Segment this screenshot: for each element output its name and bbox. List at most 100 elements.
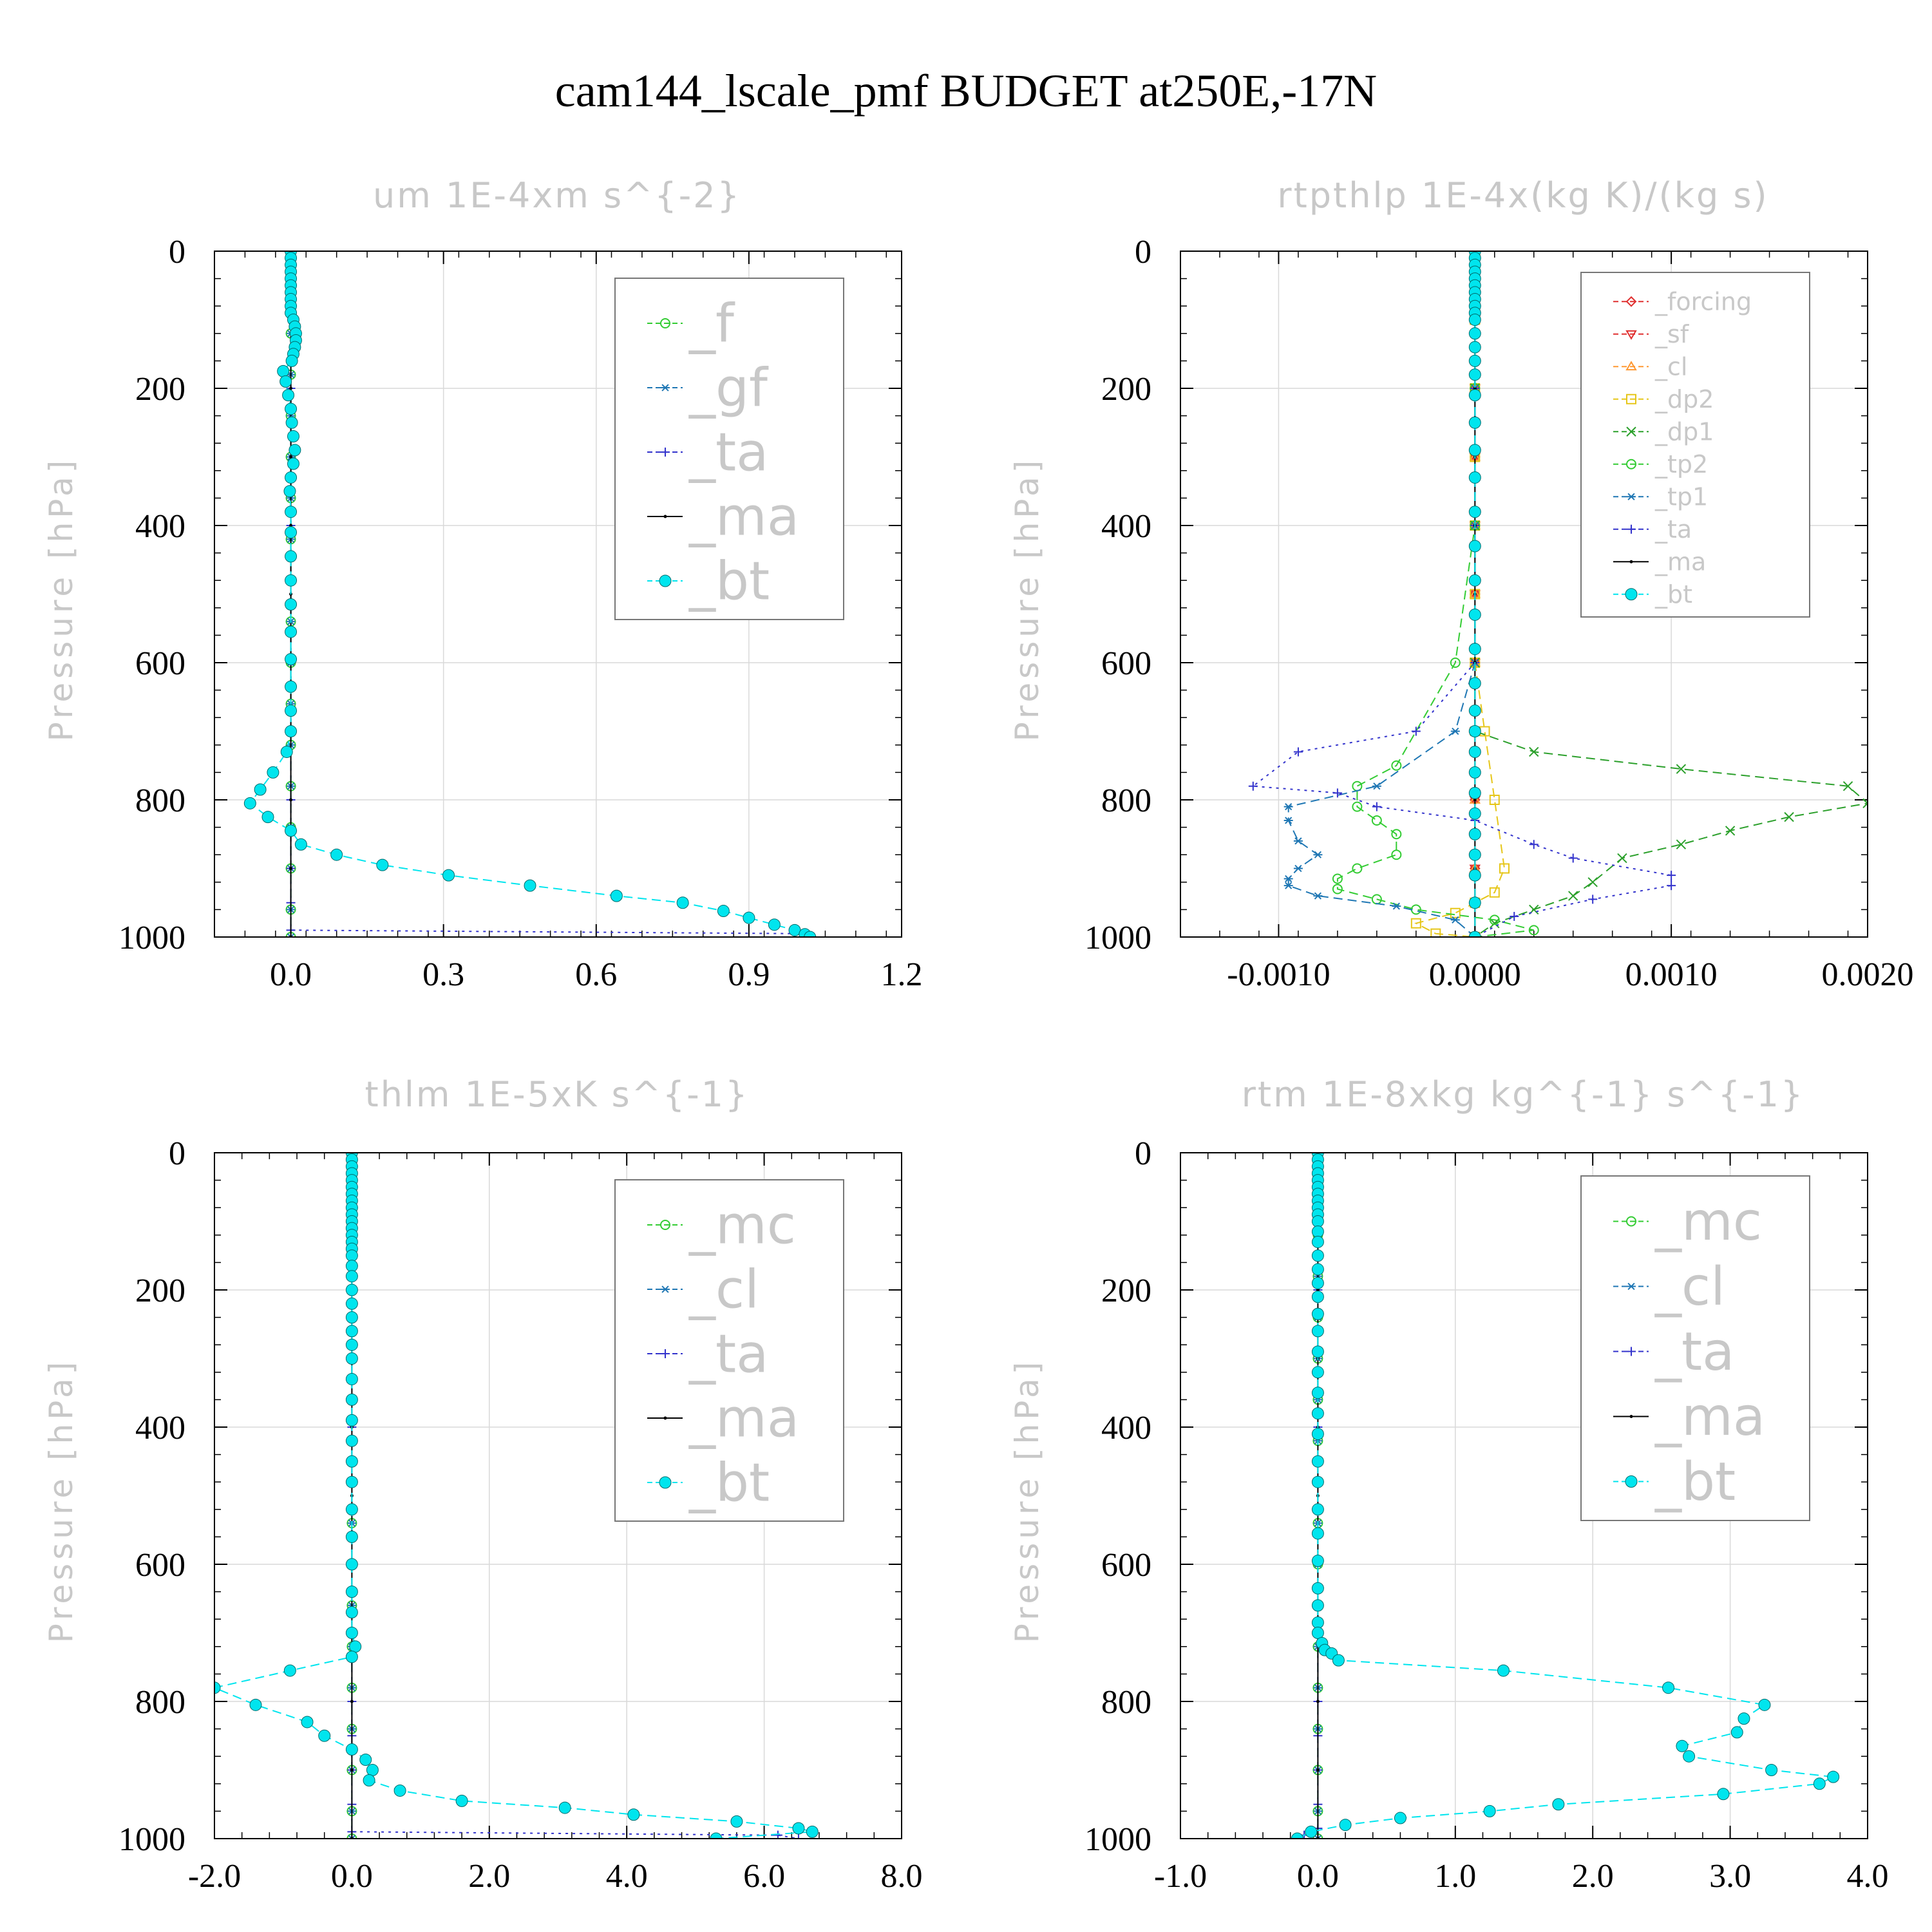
series-4-marker [1311,1475,1324,1488]
series-1-marker [1313,1835,1323,1839]
series-3-marker [1489,795,1500,805]
series-7-marker [1667,881,1676,891]
series-4-marker [1311,1527,1324,1540]
series-4-marker [277,365,290,377]
series-2-marker [661,448,670,457]
series-4-marker [710,1832,723,1839]
series-6-marker [1283,875,1293,883]
series-3-marker [289,798,293,802]
panel-um-plot: 0.0 0.3 0.6 0.9 1.2 0 200 400 600 800 1000 _f_gf_ta… [118,234,923,993]
x-tick-label: 2.0 [1572,1858,1614,1895]
series-4-marker [345,1297,358,1310]
series-6-marker [1392,902,1401,910]
series-3-marker [350,1700,354,1703]
y-tick-label: 600 [135,1547,185,1584]
legend-label: _ta [688,422,768,484]
series-9-marker [1468,869,1481,882]
series-4-marker [610,889,623,902]
series-3-marker [1626,393,1636,404]
y-tick-label: 600 [1101,1547,1151,1584]
series-4-marker [267,766,279,779]
legend-box [614,278,844,620]
legend-label: _bt [1654,580,1692,609]
legend-label: _bt [688,551,770,612]
series-9-marker [1468,766,1481,779]
series-9-marker [1468,931,1481,937]
panel-thlm-plot: -2.0 0.0 2.0 4.0 6.0 8.002004006008001000_mc_… [118,1135,923,1895]
legend-label: _bt [688,1453,770,1514]
legend-label: _dp2 [1654,385,1714,413]
series-9-marker [1468,354,1481,367]
x-tick-label: 2.0 [468,1858,510,1895]
series-4-marker [1311,1291,1324,1303]
series-4-marker [1758,1698,1771,1711]
series-4-marker [345,1249,358,1262]
series-line-tp1 [1287,251,1476,937]
y-tick-label: 0 [169,234,185,270]
legend: _mc_cl_ta_ma_bt [614,1179,844,1522]
y-tick-label: 400 [135,508,185,545]
series-4-marker [1311,1276,1324,1289]
series-layer [214,1153,819,1839]
series-4-marker [659,1476,672,1489]
series-4-marker [345,1558,358,1571]
series-3-marker [663,1416,667,1420]
series-4-marker [318,1729,331,1742]
legend-label: _dp1 [1654,418,1714,446]
series-4-marker [1626,426,1636,437]
panel-thlm-ylabel: Pressure [hPa] [43,1358,80,1643]
series-5-marker [1332,884,1343,895]
series-4-marker [1676,1739,1689,1752]
series-5-marker [1489,914,1500,925]
series-4-marker [285,526,298,539]
series-6-marker [1627,493,1636,500]
series-4-marker [345,1606,358,1619]
legend-label: _ma [1654,1387,1765,1448]
legend-label: _tp2 [1654,450,1708,478]
series-4-marker [345,1352,358,1365]
series-9-marker [1468,574,1481,587]
series-6-marker [1283,882,1293,889]
x-tick-label: 4.0 [606,1858,648,1895]
series-5-marker [1528,925,1539,936]
x-tick-label: -1.0 [1154,1858,1207,1895]
series-3-marker [1450,907,1461,918]
y-tick-label: 400 [1101,508,1151,545]
series-4-marker [285,550,298,563]
series-4-marker [1311,1627,1324,1639]
series-4-marker [283,1664,296,1677]
series-4-marker [285,725,298,737]
series-4-marker [1394,1812,1406,1824]
series-4-marker [1725,826,1736,836]
series-4-marker [1291,1832,1303,1839]
series-3-marker [289,386,293,390]
series-3-marker [1629,1415,1633,1418]
series-4-marker [1617,853,1627,864]
series-9-marker [1468,896,1481,909]
series-1-marker [286,933,296,937]
series-4-marker [743,911,755,924]
series-4-marker [1529,746,1539,757]
series-line-dp2 [1414,251,1506,937]
series-9-marker [1468,471,1481,484]
series-4-marker [1311,1428,1324,1441]
series-4-marker [1311,1455,1324,1468]
legend-label: _forcing [1654,288,1752,316]
x-tick-label: 0.0020 [1822,956,1914,993]
x-tick-label: 8.0 [881,1858,923,1895]
panel-rtm-title: rtm 1E-8xkg kg^{-1} s^{-1} [1242,1074,1805,1115]
series-4-marker [285,653,298,666]
series-6-marker [1293,864,1303,873]
series-4-marker [345,1503,358,1516]
series-4-marker [1862,798,1868,809]
series-7-marker [1510,912,1519,922]
series-4-marker [1765,1764,1778,1776]
series-5-marker [1352,801,1363,812]
series-4-marker [345,1270,358,1283]
series-5-marker [1626,459,1636,469]
series-6-marker [1283,817,1293,824]
panel-rtm: rtm 1E-8xkg kg^{-1} s^{-1} Pressure [hPa… [1009,1074,1889,1895]
series-6-marker [1283,803,1293,811]
series-4-marker [345,1260,358,1273]
series-4-marker [283,485,296,498]
